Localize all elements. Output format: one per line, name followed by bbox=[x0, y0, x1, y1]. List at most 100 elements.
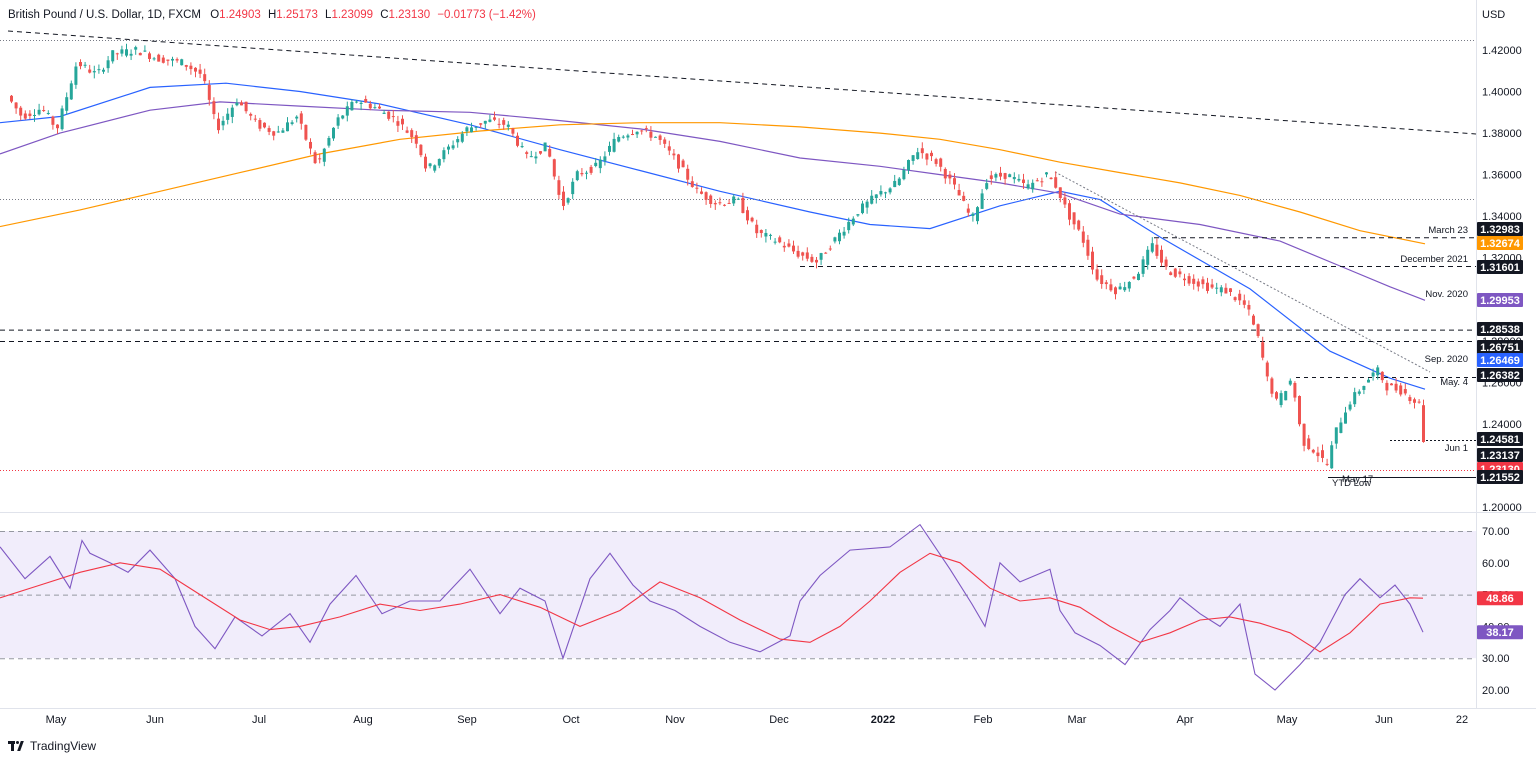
candle bbox=[1054, 171, 1058, 189]
candle bbox=[520, 142, 524, 149]
rsi-tick: 20.00 bbox=[1482, 685, 1510, 697]
candle bbox=[782, 241, 786, 252]
candle bbox=[1390, 382, 1393, 386]
candle bbox=[212, 97, 216, 120]
candle bbox=[1265, 360, 1269, 382]
candle bbox=[401, 115, 404, 131]
candle bbox=[557, 175, 561, 200]
candle bbox=[1210, 278, 1214, 290]
candle bbox=[787, 239, 791, 248]
candle bbox=[580, 168, 584, 177]
candle bbox=[506, 121, 510, 131]
candle bbox=[718, 197, 722, 206]
candle bbox=[88, 64, 92, 74]
candle bbox=[373, 103, 377, 109]
candle bbox=[1399, 382, 1403, 397]
candle bbox=[704, 191, 708, 205]
candle bbox=[640, 129, 644, 135]
price-label: 1.26382 bbox=[1477, 368, 1523, 382]
candle bbox=[1035, 177, 1039, 182]
candle bbox=[281, 127, 285, 133]
candle bbox=[1118, 282, 1122, 290]
candle bbox=[994, 172, 998, 182]
svg-text:1.26751: 1.26751 bbox=[1480, 342, 1520, 354]
candle bbox=[1362, 385, 1366, 395]
time-tick: Aug bbox=[353, 714, 373, 726]
candle bbox=[1026, 179, 1030, 190]
candle bbox=[23, 110, 27, 121]
candle bbox=[819, 252, 823, 265]
candle bbox=[888, 187, 892, 195]
price-label: 1.32983 bbox=[1477, 222, 1523, 236]
candle bbox=[1058, 187, 1062, 203]
symbol-title: British Pound / U.S. Dollar, 1D, FXCM bbox=[8, 9, 202, 21]
candle bbox=[1137, 271, 1140, 281]
candle bbox=[447, 144, 450, 155]
candle bbox=[299, 111, 303, 130]
candle bbox=[736, 197, 740, 200]
candle bbox=[1353, 387, 1357, 407]
candle bbox=[686, 164, 690, 186]
rsi-series-line bbox=[0, 523, 1424, 691]
candle bbox=[690, 176, 694, 188]
candle bbox=[171, 56, 174, 67]
price-label: 1.26469 bbox=[1477, 353, 1523, 367]
candle bbox=[1325, 458, 1329, 467]
time-axis[interactable]: May Jun Jul Aug Sep Oct Nov Dec 2022 Feb Mar Apr May… bbox=[46, 714, 1469, 726]
candle bbox=[796, 245, 800, 259]
candle bbox=[529, 150, 533, 158]
candle bbox=[483, 120, 487, 129]
candle bbox=[37, 103, 41, 116]
candle bbox=[286, 117, 289, 132]
tradingview-brand[interactable]: TradingView bbox=[8, 739, 96, 753]
candle bbox=[930, 150, 933, 162]
candle bbox=[925, 153, 929, 166]
candle bbox=[700, 187, 703, 195]
candle bbox=[1178, 268, 1182, 278]
open-label: O bbox=[210, 9, 220, 21]
candle bbox=[654, 136, 657, 138]
candle bbox=[253, 114, 257, 122]
candle bbox=[810, 254, 814, 263]
candle bbox=[1114, 286, 1117, 300]
candle bbox=[985, 178, 989, 191]
level-annotation: May 17 bbox=[1342, 474, 1373, 485]
time-tick: May bbox=[1277, 714, 1298, 726]
price-tick: 1.40000 bbox=[1482, 87, 1522, 99]
candle bbox=[433, 164, 437, 173]
svg-text:1.32983: 1.32983 bbox=[1480, 224, 1520, 236]
candle bbox=[56, 124, 59, 134]
candle bbox=[1321, 444, 1324, 463]
candle bbox=[907, 159, 910, 175]
tradingview-logo-icon bbox=[8, 741, 25, 751]
candle bbox=[571, 178, 575, 199]
candle bbox=[451, 140, 455, 150]
candle bbox=[1394, 377, 1398, 393]
candle bbox=[290, 120, 294, 126]
rsi-pane[interactable] bbox=[0, 523, 1476, 691]
candle bbox=[902, 166, 906, 181]
candle bbox=[957, 183, 961, 196]
candle bbox=[74, 62, 78, 89]
svg-text:1.21552: 1.21552 bbox=[1480, 472, 1520, 484]
candle bbox=[180, 58, 184, 66]
candle bbox=[861, 200, 864, 215]
candle bbox=[672, 149, 676, 160]
candle bbox=[1408, 394, 1412, 405]
candle bbox=[746, 206, 749, 225]
candle bbox=[1215, 282, 1219, 294]
main-pane[interactable]: March 23 December 2021 Nov. 2020 Sep. 2020 M… bbox=[0, 0, 1476, 511]
candle bbox=[1376, 365, 1380, 380]
candle bbox=[207, 80, 211, 106]
candle bbox=[414, 130, 418, 149]
candle bbox=[1017, 174, 1021, 183]
candle bbox=[713, 200, 717, 210]
candle bbox=[525, 150, 529, 159]
candle bbox=[723, 204, 726, 207]
candle bbox=[230, 104, 234, 124]
svg-text:48.86: 48.86 bbox=[1486, 593, 1514, 605]
high-value: 1.25173 bbox=[276, 9, 318, 21]
candle bbox=[966, 203, 970, 217]
candle bbox=[456, 136, 460, 148]
